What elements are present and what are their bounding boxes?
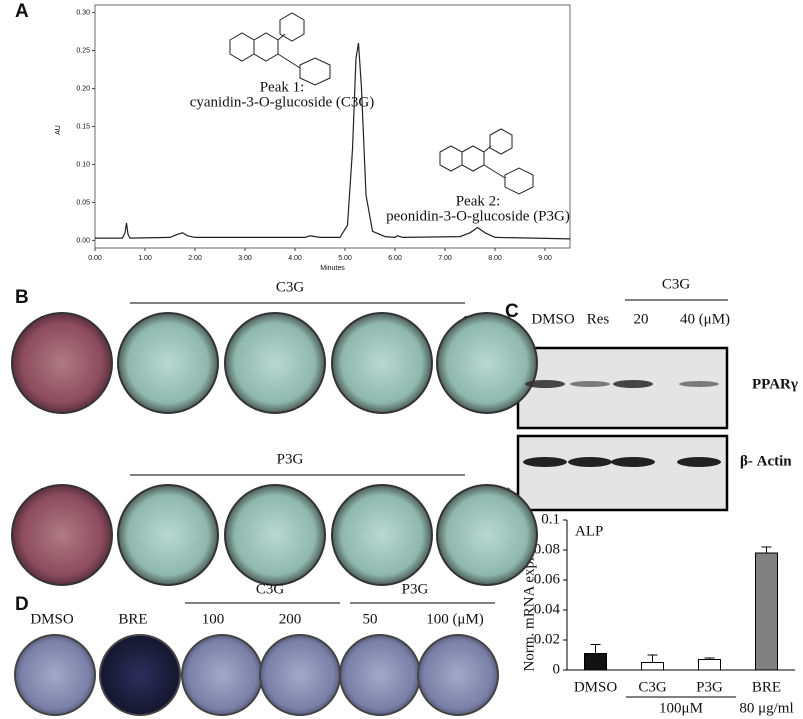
molecule-c3g — [229, 12, 331, 86]
y-tick-label: 0.25 — [76, 47, 90, 54]
treatment-label: C3G — [662, 276, 691, 292]
panel-label: D — [15, 594, 29, 615]
well — [331, 484, 433, 586]
blot-band — [570, 381, 610, 387]
well — [117, 484, 219, 586]
well — [11, 312, 113, 414]
x-tick-label: 1.00 — [138, 255, 152, 262]
x-tick-label: C3G — [638, 679, 667, 695]
blot-band — [568, 457, 612, 467]
x-tick-label: 8.00 — [488, 255, 502, 262]
y-tick-label: 0.08 — [534, 541, 560, 557]
error-bar — [647, 654, 658, 663]
panel-label: B — [15, 287, 29, 308]
y-tick-label: 0.20 — [76, 85, 90, 92]
lane-label: DMSO — [30, 611, 74, 627]
x-tick-label: 6.00 — [388, 255, 402, 262]
treatment-label: P3G — [402, 581, 429, 597]
peak-annotation: Peak 1: — [260, 79, 305, 95]
bar — [641, 662, 664, 671]
blot-band — [523, 457, 567, 467]
x-tick-label: P3G — [696, 679, 723, 695]
well — [99, 634, 181, 716]
blot-band — [613, 380, 653, 388]
well — [339, 634, 421, 716]
x-tick-label: 4.00 — [288, 255, 302, 262]
blot-band — [611, 457, 655, 467]
well — [224, 484, 326, 586]
lane-label: DMSO — [531, 311, 575, 327]
lane-label: 50 — [363, 611, 378, 627]
group-label: 80 μg/ml — [739, 700, 793, 716]
y-axis-label: AU — [55, 125, 62, 135]
lane-label: 200 — [279, 611, 302, 627]
lane-label: 20 — [634, 311, 649, 327]
well — [117, 312, 219, 414]
well — [417, 634, 499, 716]
bar — [584, 653, 607, 671]
annotation: ALP — [575, 523, 603, 539]
well — [224, 312, 326, 414]
y-tick-label: 0.02 — [534, 631, 560, 647]
well — [259, 634, 341, 716]
y-tick-label: 0.06 — [534, 571, 561, 587]
x-tick-label: 2.00 — [188, 255, 202, 262]
lane-label: 100 — [202, 611, 225, 627]
x-tick-label: 9.00 — [538, 255, 552, 262]
panel-label: A — [15, 1, 29, 22]
treatment-label: C3G — [276, 279, 305, 295]
error-bar — [704, 657, 715, 660]
y-tick-label: 0.00 — [76, 237, 90, 244]
chromatogram-line — [95, 42, 571, 240]
y-tick-label: 0.04 — [534, 601, 561, 617]
well — [14, 634, 96, 716]
x-tick-label: DMSO — [574, 679, 618, 695]
group-label: 100μM — [659, 700, 703, 716]
well — [436, 312, 538, 414]
y-tick-label: 0.15 — [76, 123, 90, 130]
blot-band — [679, 381, 719, 387]
treatment-label: C3G — [256, 581, 285, 597]
blot-label: β- Actin — [740, 453, 792, 469]
x-tick-label: 3.00 — [238, 255, 252, 262]
blot-label: PPARγ — [752, 376, 798, 392]
y-tick-label: 0.1 — [541, 511, 560, 527]
x-tick-label: 0.00 — [88, 255, 102, 262]
blot-band — [677, 457, 721, 467]
well — [181, 634, 263, 716]
x-tick-label: 5.00 — [338, 255, 352, 262]
treatment-label: P3G — [277, 451, 304, 467]
well — [436, 484, 538, 586]
blot-box — [516, 346, 729, 512]
y-tick-label: 0 — [553, 661, 561, 677]
error-bar — [761, 546, 772, 553]
lane-label: 100 (μM) — [426, 611, 484, 627]
lane-label: Res — [587, 311, 610, 327]
well — [331, 312, 433, 414]
well — [11, 484, 113, 586]
peak-annotation: Peak 2: — [456, 193, 501, 209]
peak-annotation: cyanidin-3-O-glucoside (C3G) — [190, 94, 375, 110]
x-tick-label: 7.00 — [438, 255, 452, 262]
y-tick-label: 0.05 — [76, 199, 90, 206]
error-bar — [590, 644, 601, 654]
y-tick-label: 0.10 — [76, 161, 90, 168]
molecule-p3g — [439, 128, 534, 195]
y-tick-label: 0.30 — [76, 9, 90, 16]
lane-label: BRE — [118, 611, 147, 627]
x-axis-label: Minutes — [320, 265, 345, 272]
bar — [698, 659, 721, 671]
bar — [755, 552, 778, 671]
blot-band — [525, 380, 565, 388]
peak-annotation: peonidin-3-O-glucoside (P3G) — [386, 208, 570, 224]
x-tick-label: BRE — [752, 679, 781, 695]
lane-label: 40 (μM) — [680, 311, 730, 327]
